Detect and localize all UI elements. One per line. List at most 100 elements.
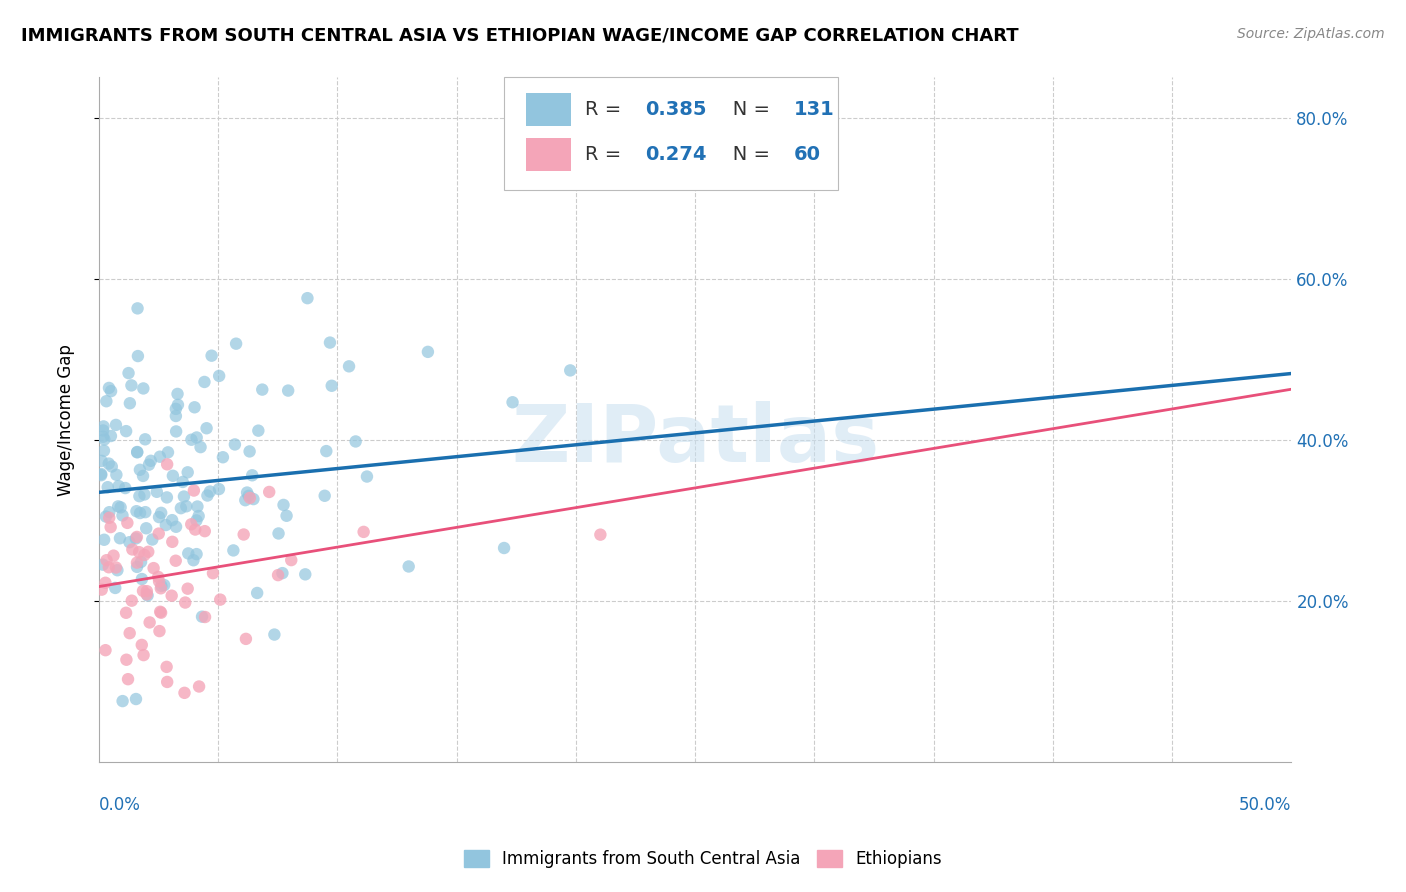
Text: 50.0%: 50.0% [1239,797,1292,814]
Point [166,387,188,401]
Point [246,586,269,600]
Point [173,686,195,700]
Text: 0.385: 0.385 [645,100,707,120]
Point [239,444,262,458]
Text: ZIPatlas: ZIPatlas [510,401,879,479]
Point [176,466,198,480]
Point [132,381,155,395]
Legend: Immigrants from South Central Asia, Ethiopians: Immigrants from South Central Asia, Ethi… [457,843,949,875]
Point [194,610,217,624]
Point [314,489,336,503]
Point [165,409,187,423]
Point [138,615,160,630]
Point [90,582,112,597]
Point [156,491,179,505]
Point [239,491,262,505]
Point [186,547,208,561]
Text: 131: 131 [794,100,835,120]
Point [277,384,299,398]
Point [117,516,139,530]
Text: 0.0%: 0.0% [98,797,141,814]
Point [337,359,360,374]
Point [180,517,202,532]
Point [240,468,263,483]
Point [131,572,153,586]
Point [267,526,290,541]
Point [121,593,143,607]
Point [589,527,612,541]
Text: 60: 60 [794,145,821,163]
Point [148,570,170,584]
Point [97,457,120,471]
Point [188,680,211,694]
Point [212,450,235,465]
Point [197,489,219,503]
Point [98,505,121,519]
Point [149,605,172,619]
Point [93,533,115,547]
Point [135,521,157,535]
Point [176,500,198,514]
Point [224,437,246,451]
Point [107,563,129,577]
Point [149,450,172,464]
Point [127,301,149,316]
Point [97,560,120,574]
Point [162,534,184,549]
Point [128,545,150,559]
Point [148,574,170,589]
Point [103,549,125,563]
Text: R =: R = [585,100,628,120]
Point [156,458,179,472]
Point [208,482,231,496]
Point [252,383,274,397]
Point [91,558,114,572]
Point [184,523,207,537]
Point [134,548,156,562]
Point [150,606,173,620]
Point [150,579,173,593]
Point [242,492,264,507]
Text: 0.274: 0.274 [645,145,707,163]
Point [131,638,153,652]
Point [271,566,294,581]
Point [165,520,187,534]
Point [90,454,112,468]
Point [263,627,285,641]
Point [100,384,122,398]
Point [235,632,257,646]
Point [209,592,232,607]
Point [127,445,149,459]
Point [560,363,582,377]
Point [129,463,152,477]
Point [172,475,194,489]
Point [115,653,138,667]
Point [111,508,134,523]
Point [193,375,215,389]
Point [156,675,179,690]
Point [148,526,170,541]
Point [104,417,127,432]
Point [125,504,148,518]
Point [127,349,149,363]
Point [135,584,157,599]
Point [98,381,121,395]
Point [97,480,120,494]
Point [247,424,270,438]
Point [115,606,138,620]
Point [180,433,202,447]
Point [194,524,217,538]
Text: N =: N = [714,145,776,163]
Point [90,467,112,481]
Point [118,626,141,640]
Point [238,489,260,503]
Point [276,508,298,523]
Point [128,489,150,503]
Point [125,556,148,570]
Point [107,500,129,514]
Point [267,568,290,582]
Point [150,506,173,520]
Point [148,510,170,524]
Point [125,532,148,546]
Point [183,553,205,567]
